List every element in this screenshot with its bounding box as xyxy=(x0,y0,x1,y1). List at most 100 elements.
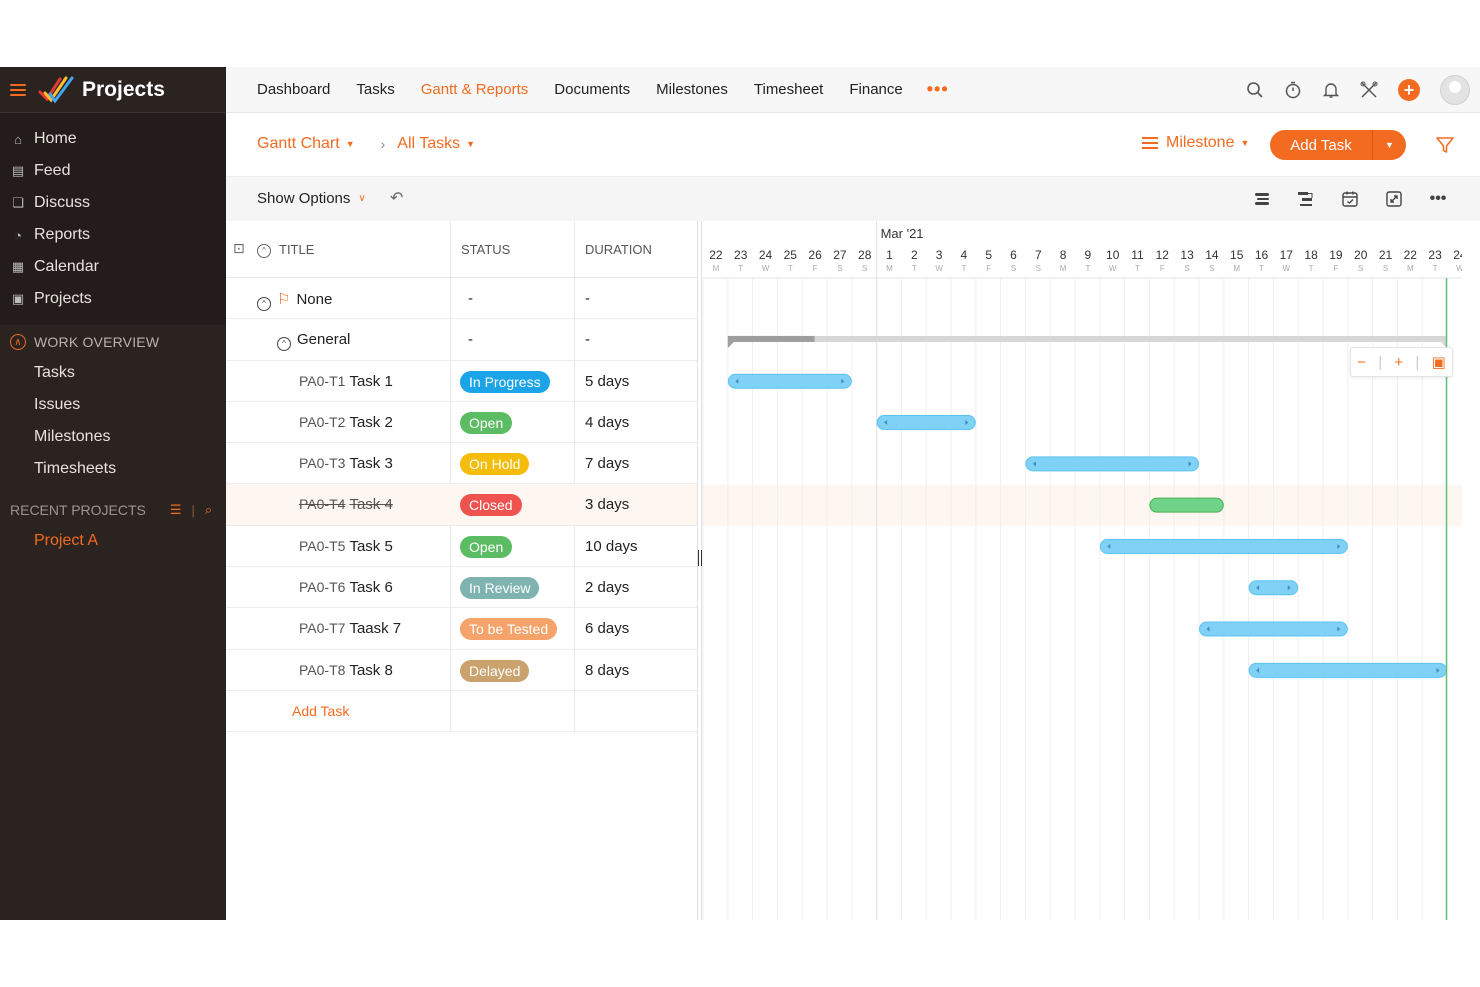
task-name[interactable]: Task 5 xyxy=(349,537,393,555)
add-task-button[interactable]: Add Task ▼ xyxy=(1270,130,1406,160)
task-name[interactable]: Task 6 xyxy=(349,579,393,597)
tab-dashboard[interactable]: Dashboard xyxy=(257,81,331,98)
add-task-dropdown-icon[interactable]: ▼ xyxy=(1372,130,1406,160)
column-status[interactable]: STATUS xyxy=(461,242,511,257)
bar-right-handle-icon[interactable] xyxy=(1337,626,1341,632)
task-bar[interactable] xyxy=(1099,538,1348,554)
more-tabs-button[interactable]: ••• xyxy=(926,79,949,99)
bell-icon[interactable] xyxy=(1322,81,1340,99)
sidebar-item-projects[interactable]: ▣ Projects xyxy=(0,283,226,315)
table-row[interactable]: PA0-T8 Task 8 Delayed 8 days xyxy=(226,650,698,691)
collapse-icon[interactable]: ^ xyxy=(277,336,291,351)
sidebar-item-discuss[interactable]: ❏ Discuss xyxy=(0,187,226,219)
table-row[interactable]: PA0-T4 Task 4 Closed 3 days xyxy=(226,484,698,526)
task-name[interactable]: Taask 7 xyxy=(349,620,402,638)
sidebar-item-issues[interactable]: Issues xyxy=(34,396,81,413)
view-selector[interactable]: Gantt Chart xyxy=(257,135,340,152)
zoom-in-icon[interactable]: + xyxy=(1394,353,1404,371)
resize-handle-icon[interactable] xyxy=(698,550,702,566)
status-badge[interactable]: In Progress xyxy=(460,370,550,393)
sort-icon[interactable]: ^ xyxy=(257,239,277,258)
sidebar-item-tasks[interactable]: Tasks xyxy=(34,364,75,381)
sidebar-item-milestones[interactable]: Milestones xyxy=(34,428,111,445)
tab-timesheet[interactable]: Timesheet xyxy=(753,81,824,98)
milestone-selector[interactable]: Milestone ▼ xyxy=(1142,134,1249,152)
sidebar-item-calendar[interactable]: ▦ Calendar xyxy=(0,251,226,283)
table-row[interactable]: PA0-T3 Task 3 On Hold 7 days xyxy=(226,443,698,485)
task-bar[interactable] xyxy=(1025,456,1199,472)
task-name[interactable]: Task 1 xyxy=(349,372,393,390)
tab-finance[interactable]: Finance xyxy=(849,81,903,98)
tab-documents[interactable]: Documents xyxy=(554,81,631,98)
task-bar[interactable] xyxy=(1149,497,1224,513)
calendar-today-icon[interactable] xyxy=(1340,189,1360,209)
status-badge[interactable]: Closed xyxy=(460,494,522,517)
zoom-out-icon[interactable]: − xyxy=(1357,353,1366,371)
bar-right-handle-icon[interactable] xyxy=(1436,667,1440,673)
tab-milestones[interactable]: Milestones xyxy=(656,81,728,98)
sidebar-item-home[interactable]: ⌂ Home xyxy=(0,123,226,155)
task-name[interactable]: Task 3 xyxy=(349,455,393,473)
table-row[interactable]: PA0-T1 Task 1 In Progress 5 days xyxy=(226,361,698,402)
add-task-link[interactable]: Add Task xyxy=(292,702,350,719)
bar-right-handle-icon[interactable] xyxy=(1188,461,1192,467)
expand-icon[interactable] xyxy=(1384,189,1404,209)
collapse-bars-icon[interactable] xyxy=(1252,189,1272,209)
column-settings-icon[interactable]: ⊡ xyxy=(233,240,245,256)
table-row[interactable]: PA0-T7 Taask 7 To be Tested 6 days xyxy=(226,608,698,650)
column-duration[interactable]: DURATION xyxy=(585,242,652,257)
search-icon[interactable] xyxy=(1246,81,1264,99)
recent-project-item[interactable]: Project A xyxy=(34,532,99,549)
table-row[interactable]: PA0-T2 Task 2 Open 4 days xyxy=(226,402,698,444)
bar-left-handle-icon[interactable] xyxy=(1256,667,1260,673)
pane-divider[interactable] xyxy=(697,221,702,920)
timer-icon[interactable] xyxy=(1284,81,1302,99)
avatar[interactable] xyxy=(1440,75,1470,105)
table-row[interactable]: PA0-T6 Task 6 In Review 2 days xyxy=(226,567,698,609)
bar-left-handle-icon[interactable] xyxy=(735,378,739,384)
bar-right-handle-icon[interactable] xyxy=(1287,585,1291,591)
task-name[interactable]: Task 2 xyxy=(349,413,393,431)
show-options-button[interactable]: Show Options ∨ xyxy=(257,190,366,207)
bar-left-handle-icon[interactable] xyxy=(1107,543,1111,549)
tools-icon[interactable] xyxy=(1360,81,1378,99)
task-bar[interactable] xyxy=(727,373,852,389)
work-overview-header[interactable]: ∧ WORK OVERVIEW xyxy=(0,327,226,357)
filter-icon[interactable] xyxy=(1435,135,1455,155)
task-name[interactable]: Task 8 xyxy=(349,661,393,679)
table-row[interactable]: PA0-T5 Task 5 Open 10 days xyxy=(226,526,698,568)
status-badge[interactable]: To be Tested xyxy=(460,618,558,641)
task-bar[interactable] xyxy=(1199,621,1348,637)
sidebar-item-feed[interactable]: ▤ Feed xyxy=(0,155,226,187)
milestone-row[interactable]: ^ ⚐ None - - xyxy=(226,278,698,320)
tasklist-row[interactable]: ^ General - - xyxy=(226,319,698,361)
hamburger-menu-icon[interactable] xyxy=(10,83,26,96)
critical-path-icon[interactable] xyxy=(1296,189,1316,209)
undo-icon[interactable]: ↶ xyxy=(390,190,404,207)
status-badge[interactable]: On Hold xyxy=(460,453,530,476)
tab-gantt-reports[interactable]: Gantt & Reports xyxy=(420,81,529,98)
column-title[interactable]: TITLE xyxy=(279,242,315,257)
task-filter-selector[interactable]: All Tasks xyxy=(397,135,461,152)
collapse-icon[interactable]: ^ xyxy=(257,296,271,311)
status-badge[interactable]: In Review xyxy=(460,577,540,600)
status-badge[interactable]: Delayed xyxy=(460,659,530,682)
filter-settings-icon[interactable]: ☰ xyxy=(169,502,182,517)
status-badge[interactable]: Open xyxy=(460,411,513,434)
task-bar[interactable] xyxy=(1248,580,1299,596)
bar-right-handle-icon[interactable] xyxy=(841,378,845,384)
fit-to-screen-icon[interactable]: ▣ xyxy=(1431,354,1446,371)
task-name[interactable]: Task 4 xyxy=(349,496,393,514)
bar-left-handle-icon[interactable] xyxy=(1032,461,1036,467)
bar-left-handle-icon[interactable] xyxy=(884,420,888,426)
bar-right-handle-icon[interactable] xyxy=(1337,543,1341,549)
bar-right-handle-icon[interactable] xyxy=(965,420,969,426)
sidebar-item-reports[interactable]: ◔ Reports xyxy=(0,219,226,251)
more-options-icon[interactable]: ••• xyxy=(1429,190,1447,207)
status-badge[interactable]: Open xyxy=(460,535,513,558)
quick-add-icon[interactable]: + xyxy=(1398,79,1420,101)
tab-tasks[interactable]: Tasks xyxy=(356,81,395,98)
task-bar[interactable] xyxy=(1248,662,1447,678)
bar-left-handle-icon[interactable] xyxy=(1206,626,1210,632)
bar-left-handle-icon[interactable] xyxy=(1256,585,1260,591)
